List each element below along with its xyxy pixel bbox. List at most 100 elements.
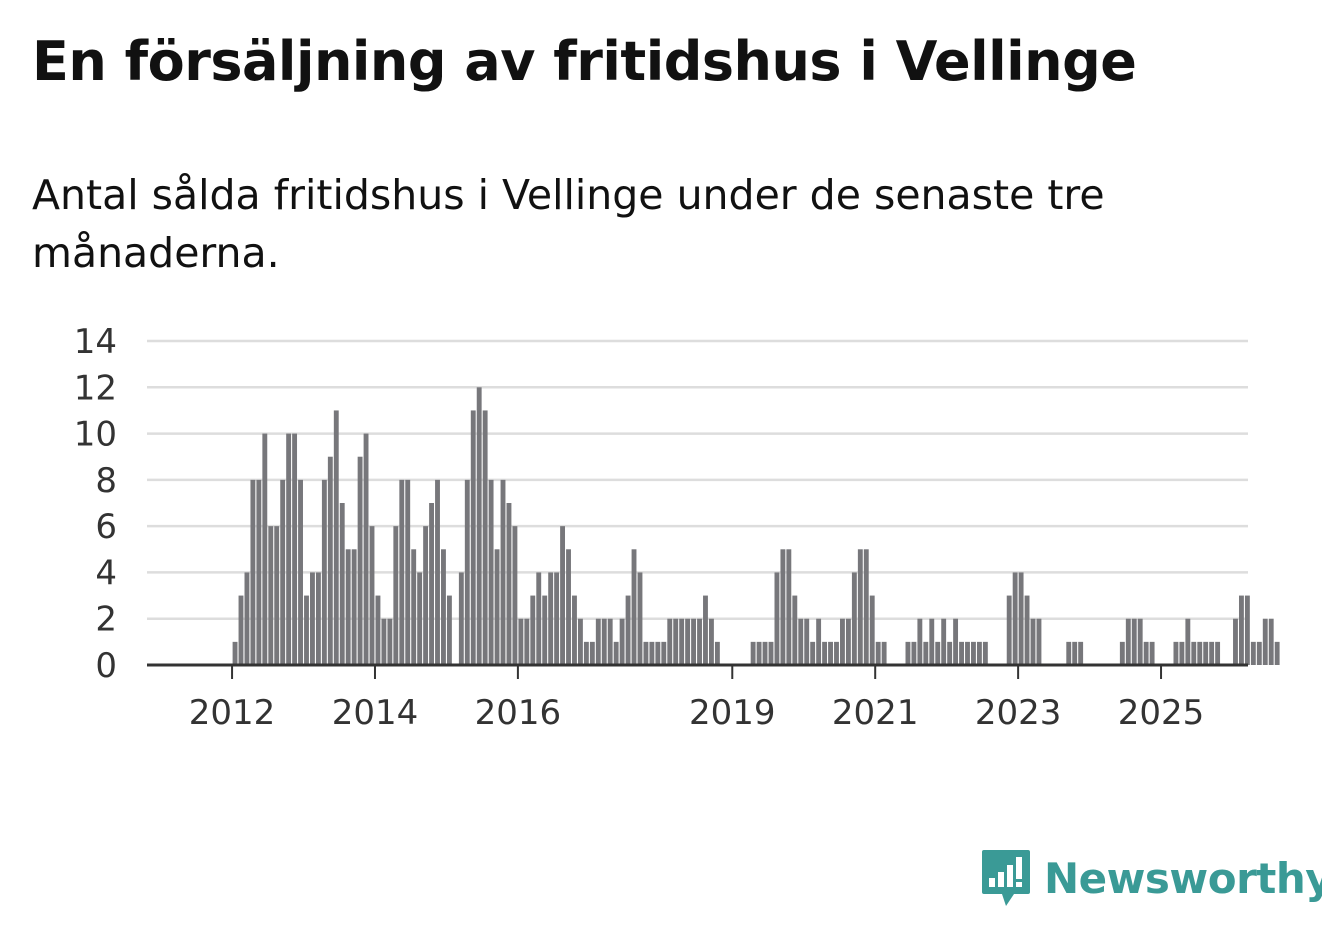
bar [500,479,506,665]
bar [530,595,536,665]
bars [232,387,1280,665]
bar [869,595,875,665]
bar [577,618,583,665]
y-tick-label-14: 14 [74,322,117,362]
x-tick-label-2016: 2016 [475,693,562,733]
bar [845,618,851,665]
bar [441,549,446,665]
bar [1066,641,1072,665]
bar [601,618,607,665]
x-tick-label-2012: 2012 [189,693,276,733]
bar [1203,641,1209,665]
bar [1256,641,1262,665]
highlight-bar-label: 1 [1313,0,1322,8]
bar [643,641,649,665]
chart-title: En försäljning av fritidshus i Vellinge [32,30,1137,93]
bar [292,433,298,665]
bar [518,618,524,665]
bar [369,526,375,665]
y-tick-label-4: 4 [95,553,117,593]
bar [1137,618,1143,665]
bar [1215,641,1221,665]
x-tick-label-2023: 2023 [975,693,1062,733]
x-tick-label-2025: 2025 [1118,693,1205,733]
bar [625,595,631,665]
bar [935,641,941,665]
bar [566,549,571,665]
bar [1119,641,1125,665]
bar [262,433,268,665]
bar [268,526,274,665]
bar [464,479,470,665]
bar [613,641,619,665]
bar [321,479,327,665]
bar [274,526,280,665]
bar [387,618,393,665]
bar [607,618,613,665]
bar [304,595,309,665]
bar [1012,572,1018,665]
bar [637,572,643,665]
bar [1036,618,1042,665]
bar [655,641,661,665]
bar [333,410,339,665]
bar [822,641,828,665]
bar [280,479,286,665]
bar [810,641,816,665]
bar [929,618,935,665]
bar [828,641,833,665]
bar [941,618,947,665]
y-tick-label-2: 2 [95,600,117,640]
bar [756,641,762,665]
bar [667,618,673,665]
bar [506,503,512,665]
x-tick-label-2019: 2019 [689,693,776,733]
bar [1274,641,1280,665]
bar [780,549,786,665]
bar [971,641,976,665]
bar [351,549,357,665]
bar [685,618,691,665]
bar [923,641,929,665]
bar [1179,641,1185,665]
bar [875,641,881,665]
bar [1191,641,1197,665]
bar [560,526,565,665]
bar [709,618,714,665]
axes [147,663,1248,679]
bar [1018,572,1024,665]
bar [762,641,768,665]
bar [947,641,953,665]
bar [458,572,464,665]
bar [661,641,667,665]
bar [238,595,244,665]
bar [1078,641,1084,665]
bar [750,641,756,665]
bar [834,641,839,665]
bar [315,572,321,665]
bar [631,549,637,665]
bar [1250,641,1256,665]
bar [851,572,857,665]
bar [1149,641,1155,665]
bar [482,410,488,665]
y-tick-label-10: 10 [74,415,117,455]
bar [976,641,982,665]
bar [816,618,822,665]
bar [965,641,970,665]
bar [792,595,798,665]
bar [768,641,774,665]
bar [524,618,530,665]
bar [542,595,548,665]
bar [959,641,964,665]
bar [840,618,845,665]
bar [446,595,452,665]
bar [494,549,500,665]
bar [1238,595,1244,665]
bar [381,618,387,665]
x-tick-label-2014: 2014 [332,693,419,733]
bar [411,549,417,665]
bar [339,503,345,665]
bar [911,641,917,665]
